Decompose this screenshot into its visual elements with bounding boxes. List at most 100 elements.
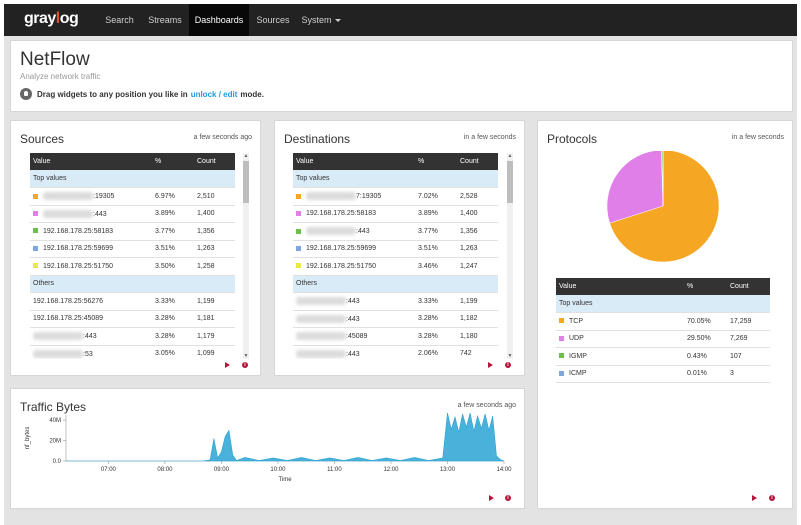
percent-cell: 6.97%	[152, 187, 194, 206]
play-icon[interactable]	[489, 495, 494, 501]
value-cell: TCP	[556, 312, 684, 331]
nav-search[interactable]: Search	[105, 15, 134, 25]
scroll-down-icon[interactable]: ▼	[243, 353, 249, 359]
percent-cell: 3.89%	[415, 205, 457, 223]
value-text: 192.168.178.25:56276	[33, 297, 104, 305]
table-header: Value % Count	[556, 278, 770, 295]
scrollbar[interactable]: ▲ ▼	[507, 153, 513, 359]
count-cell: 1,099	[194, 345, 235, 359]
scroll-down-icon[interactable]: ▼	[507, 353, 513, 359]
table-row[interactable]: :443 3.33% 1,199	[293, 292, 498, 311]
protocols-table: Value % Count Top values TCP 70.05% 17,259 U…	[556, 278, 770, 386]
color-swatch	[559, 370, 564, 376]
table-header: Value % Count	[30, 153, 235, 170]
nav-system[interactable]: System	[299, 4, 343, 36]
value-text: :443	[83, 333, 97, 341]
count-cell: 742	[457, 345, 498, 359]
info-icon[interactable]: i	[242, 362, 248, 368]
widget-timestamp: a few seconds ago	[193, 134, 252, 141]
table-row[interactable]: 192.168.178.25:58183 3.89% 1,400	[293, 205, 498, 223]
group-header-row: Others	[293, 275, 498, 293]
page-subtitle: Analyze network traffic	[20, 72, 101, 81]
play-icon[interactable]	[488, 362, 493, 368]
table-row[interactable]: 7:19305 7.02% 2,528	[293, 187, 498, 206]
value-cell: :53	[30, 345, 152, 359]
value-text: :443	[346, 298, 360, 306]
table-row[interactable]: :443 3.89% 1,400	[30, 205, 235, 223]
value-cell: :443	[293, 345, 415, 359]
nav-dashboards[interactable]: Dashboards	[189, 4, 249, 36]
table-row[interactable]: :19305 6.97% 2,510	[30, 187, 235, 206]
percent-cell: 3.05%	[152, 345, 194, 359]
count-cell: 17,259	[727, 312, 770, 331]
table-row[interactable]: 192.168.178.25:59699 3.51% 1,263	[30, 240, 235, 258]
table-row[interactable]: :443 2.06% 742	[293, 345, 498, 359]
pie-slice-udp[interactable]	[606, 151, 664, 224]
table-row[interactable]: ICMP 0.01% 3	[556, 365, 770, 383]
table-row[interactable]: 192.168.178.25:56276 3.33% 1,199	[30, 292, 235, 311]
table-row[interactable]: 192.168.178.25:45089 3.28% 1,181	[30, 310, 235, 328]
redacted-value	[296, 349, 346, 358]
info-icon[interactable]: i	[505, 362, 511, 368]
table-row[interactable]: :443 3.28% 1,179	[30, 327, 235, 346]
percent-cell: 3.51%	[415, 240, 457, 258]
redacted-value	[296, 314, 346, 323]
x-tick-label: 13:00	[440, 467, 456, 473]
count-cell: 1,247	[457, 257, 498, 276]
table-row[interactable]: 192.168.178.25:59699 3.51% 1,263	[293, 240, 498, 258]
value-text: :443	[93, 210, 107, 218]
traffic-area-series	[66, 412, 505, 462]
graylog-logo[interactable]: graylog	[24, 10, 79, 27]
col-value: Value	[33, 158, 51, 165]
lightbulb-icon	[20, 88, 32, 100]
pie-slice-igmp[interactable]	[661, 151, 664, 207]
scroll-up-icon[interactable]: ▲	[243, 153, 249, 159]
unlock-edit-link[interactable]: unlock / edit	[190, 89, 238, 99]
value-cell: 192.168.178.25:56276	[30, 292, 152, 311]
color-swatch	[296, 228, 301, 234]
value-cell: 192.168.178.25:59699	[30, 240, 152, 258]
percent-cell: 3.28%	[152, 327, 194, 346]
value-cell: :19305	[30, 187, 152, 206]
play-icon[interactable]	[752, 495, 757, 501]
pie-slice-tcp[interactable]	[609, 151, 720, 263]
widget-title: Sources	[20, 132, 65, 146]
play-icon[interactable]	[225, 362, 230, 368]
value-text: :443	[356, 228, 370, 236]
table-row[interactable]: :443 3.77% 1,356	[293, 222, 498, 241]
x-axis-label: Time	[278, 477, 292, 483]
count-cell: 3	[727, 365, 770, 383]
value-text: 192.168.178.25:58183	[43, 227, 114, 235]
color-swatch	[559, 353, 564, 359]
widget-timestamp: a few seconds ago	[457, 402, 516, 409]
value-cell: :443	[293, 222, 415, 241]
table-row[interactable]: UDP 29.50% 7,269	[556, 330, 770, 348]
info-icon[interactable]: i	[769, 495, 775, 501]
value-cell: 192.168.178.25:58183	[293, 205, 415, 223]
table-row[interactable]: TCP 70.05% 17,259	[556, 312, 770, 331]
value-text: 192.168.178.25:59699	[306, 245, 377, 253]
table-row[interactable]: IGMP 0.43% 107	[556, 347, 770, 366]
page-title: NetFlow	[20, 49, 90, 70]
percent-cell: 3.50%	[152, 257, 194, 276]
scroll-thumb[interactable]	[507, 161, 513, 203]
table-row[interactable]: :53 3.05% 1,099	[30, 345, 235, 359]
table-row[interactable]: 192.168.178.25:51750 3.50% 1,258	[30, 257, 235, 276]
scrollbar[interactable]: ▲ ▼	[243, 153, 249, 359]
table-row[interactable]: 192.168.178.25:58183 3.77% 1,356	[30, 222, 235, 241]
info-icon[interactable]: i	[505, 495, 511, 501]
count-cell: 7,269	[727, 330, 770, 348]
nav-streams[interactable]: Streams	[148, 15, 182, 25]
scroll-thumb[interactable]	[243, 161, 249, 203]
nav-sources[interactable]: Sources	[256, 15, 290, 25]
table-row[interactable]: :443 3.28% 1,182	[293, 310, 498, 328]
percent-cell: 0.43%	[684, 347, 727, 366]
percent-cell: 2.06%	[415, 345, 457, 359]
col-value: Value	[296, 158, 314, 165]
count-cell: 2,510	[194, 187, 235, 206]
edit-hint: Drag widgets to any position you like in…	[20, 88, 264, 100]
scroll-up-icon[interactable]: ▲	[507, 153, 513, 159]
table-row[interactable]: 192.168.178.25:51750 3.46% 1,247	[293, 257, 498, 276]
value-text: :53	[83, 350, 93, 358]
table-row[interactable]: :45089 3.28% 1,180	[293, 327, 498, 346]
